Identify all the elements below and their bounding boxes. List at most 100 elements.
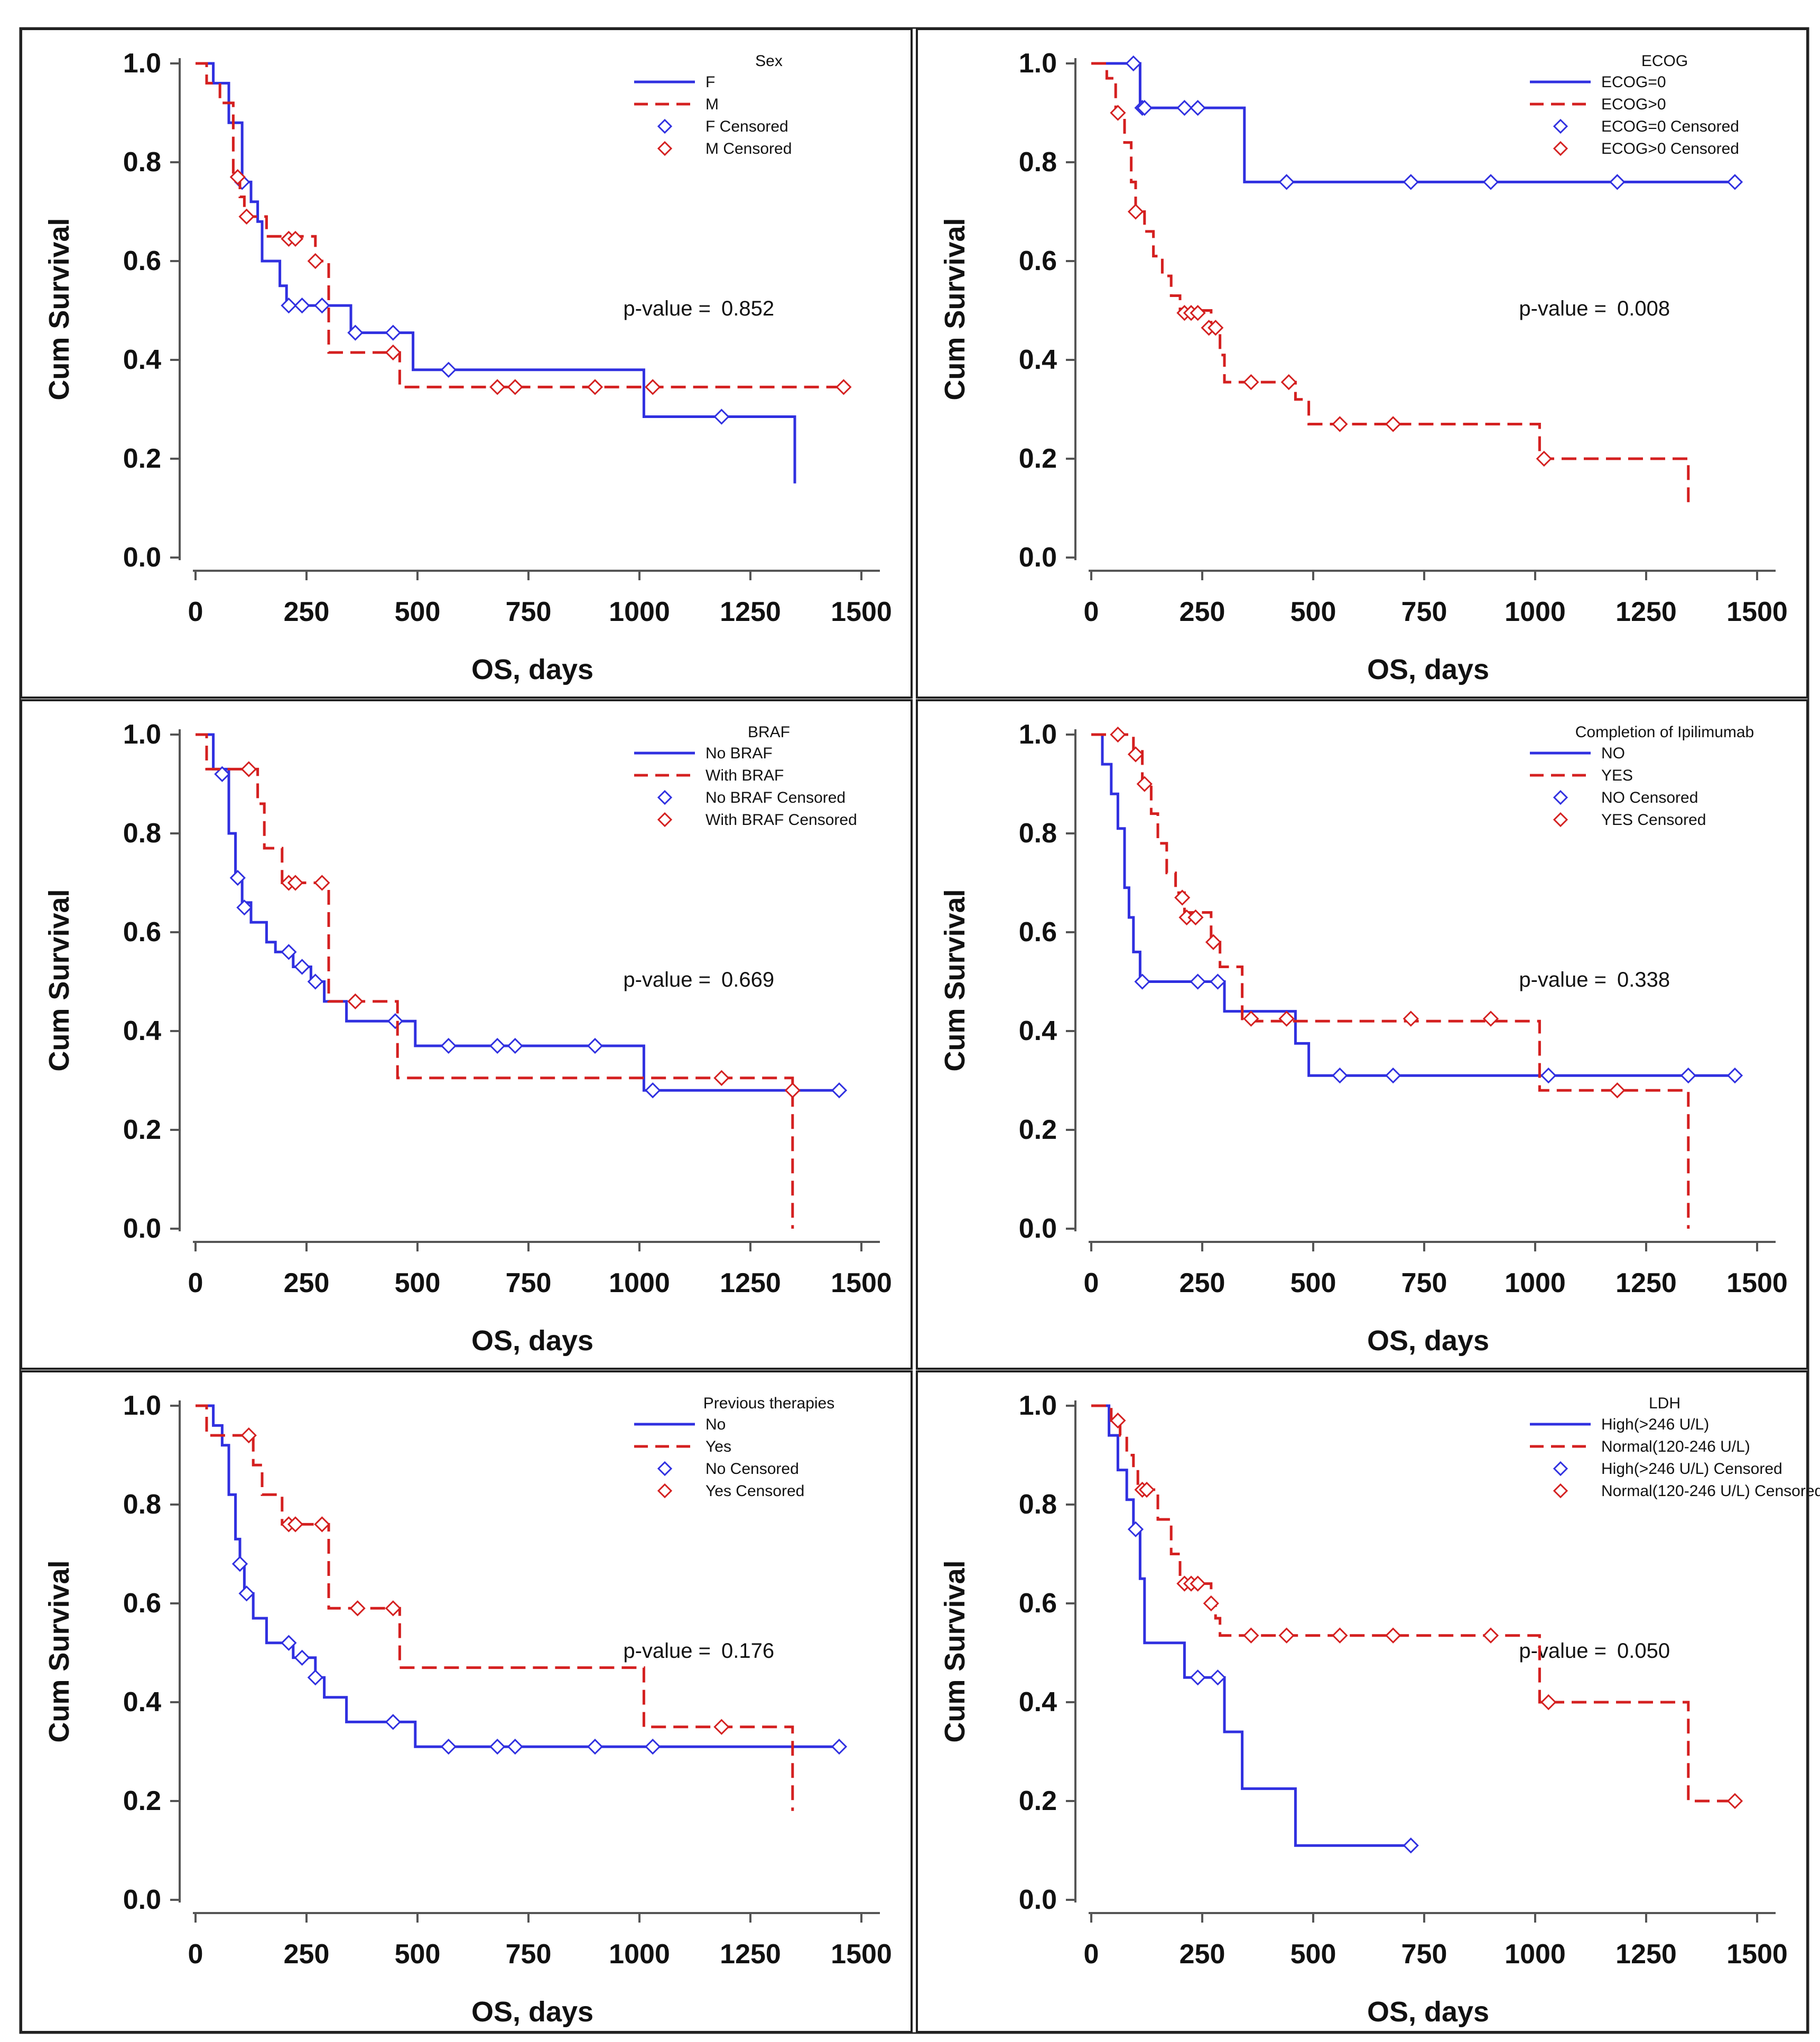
censor-mark <box>440 1037 457 1054</box>
legend-entry: F <box>705 73 715 91</box>
censor-mark <box>240 761 257 777</box>
censor-mark <box>307 973 323 990</box>
x-tick-label: 1250 <box>720 597 781 627</box>
y-tick-label: 0.4 <box>1019 1687 1057 1718</box>
legend-entry: No <box>705 1416 726 1433</box>
censor-mark <box>831 1082 848 1099</box>
x-tick-label: 0 <box>188 597 203 627</box>
y-tick-label: 0.0 <box>1019 542 1057 573</box>
y-tick-label: 1.0 <box>123 719 161 750</box>
censor-mark <box>587 1037 603 1054</box>
censor-mark <box>1136 776 1153 792</box>
censor-mark <box>1125 55 1141 72</box>
censor-mark <box>385 324 401 341</box>
censor-mark <box>1110 726 1126 743</box>
legend-diamond-icon <box>657 141 673 156</box>
legend-diamond-icon <box>657 1461 673 1477</box>
survival-curve-2 <box>1091 1404 1735 1803</box>
censor-mark <box>587 1739 603 1755</box>
censor-mark <box>1278 174 1295 190</box>
legend-title: LDH <box>1649 1395 1680 1412</box>
p-value-label: p-value = <box>623 968 711 991</box>
p-value: 0.338 <box>1617 968 1670 991</box>
x-tick-label: 1250 <box>1615 1939 1677 1970</box>
censor-mark <box>1609 174 1626 190</box>
y-tick-label: 0.0 <box>123 1213 161 1244</box>
censor-mark <box>307 1669 323 1686</box>
censor-mark <box>835 379 852 395</box>
censor-mark <box>1609 1082 1626 1099</box>
y-tick-label: 0.8 <box>1019 147 1057 178</box>
censor-mark <box>713 1070 730 1086</box>
x-tick-label: 0 <box>188 1268 203 1298</box>
x-tick-label: 500 <box>395 597 441 627</box>
y-tick-label: 0.8 <box>123 1489 161 1520</box>
x-tick-label: 1000 <box>609 1939 670 1970</box>
legend-entry: No BRAF <box>705 745 773 762</box>
censor-mark <box>1278 1627 1295 1644</box>
x-axis-label: OS, days <box>1367 654 1489 685</box>
x-tick-label: 0 <box>1084 1268 1099 1298</box>
survival-curve-1 <box>196 1404 839 1748</box>
censor-mark <box>1482 1627 1499 1644</box>
y-tick-label: 0.8 <box>123 147 161 178</box>
panel-frame <box>916 699 1808 1370</box>
censor-mark <box>489 1739 506 1755</box>
censor-mark <box>385 1600 401 1617</box>
x-tick-label: 1000 <box>1505 1939 1566 1970</box>
censor-mark <box>1134 973 1150 990</box>
censor-mark <box>1190 1669 1206 1686</box>
x-axis-label: OS, days <box>471 1996 593 2028</box>
censor-mark <box>214 766 230 782</box>
km-panel-6: 0.0 0.2 0.4 0.6 0.8 1.0 0 250 500 750 1000 1250 1500… <box>916 1370 1820 2033</box>
censor-mark <box>287 875 304 891</box>
censor-mark <box>281 944 297 960</box>
x-tick-label: 750 <box>506 1268 552 1298</box>
y-tick-label: 0.8 <box>1019 818 1057 849</box>
censor-mark <box>287 230 304 247</box>
legend-entry: M Censored <box>705 140 792 157</box>
censor-mark <box>238 208 255 225</box>
x-tick-label: 1500 <box>831 1268 892 1298</box>
y-tick-label: 0.0 <box>123 1885 161 1915</box>
x-tick-label: 1000 <box>1505 1268 1566 1298</box>
censor-mark <box>1243 1010 1259 1027</box>
censor-mark <box>1110 105 1126 121</box>
censor-mark <box>238 1585 255 1602</box>
survival-curve-1 <box>196 62 796 484</box>
y-tick-label: 0.6 <box>1019 1588 1057 1619</box>
y-tick-label: 1.0 <box>1019 1390 1057 1421</box>
panel-frame <box>20 699 913 1370</box>
censor-mark <box>1136 100 1153 116</box>
x-tick-label: 0 <box>1084 1939 1099 1970</box>
legend-diamond-icon <box>657 812 673 828</box>
censor-mark <box>507 1037 523 1054</box>
censor-mark <box>231 1556 248 1572</box>
x-tick-label: 250 <box>284 1268 330 1298</box>
legend-entry: Normal(120-246 U/L) <box>1601 1438 1750 1455</box>
legend-entry: With BRAF <box>705 767 784 784</box>
censor-mark <box>784 1082 801 1099</box>
x-tick-label: 500 <box>395 1268 441 1298</box>
legend-entry: ECOG=0 <box>1601 73 1666 91</box>
legend-diamond-icon <box>1553 1461 1568 1477</box>
x-tick-label: 1500 <box>1726 1268 1788 1298</box>
survival-curve-1 <box>1091 733 1735 1077</box>
censor-mark <box>1203 1595 1219 1612</box>
legend-entry: No Censored <box>705 1460 799 1478</box>
censor-mark <box>1332 1068 1348 1084</box>
legend-entry: NO <box>1601 745 1625 762</box>
x-tick-label: 250 <box>1180 1939 1225 1970</box>
legend-entry: M <box>705 96 719 113</box>
censor-mark <box>489 1037 506 1054</box>
x-tick-label: 250 <box>284 1939 330 1970</box>
p-value-label: p-value = <box>623 297 711 320</box>
censor-mark <box>1536 450 1552 467</box>
km-panel-1: 0.0 0.2 0.4 0.6 0.8 1.0 0 250 500 750 1000 1250 1500… <box>20 28 913 699</box>
x-tick-label: 1250 <box>720 1268 781 1298</box>
censor-mark <box>1726 1793 1743 1809</box>
y-tick-label: 0.2 <box>123 443 161 474</box>
censor-mark <box>1726 1068 1743 1084</box>
x-tick-label: 0 <box>188 1939 203 1970</box>
